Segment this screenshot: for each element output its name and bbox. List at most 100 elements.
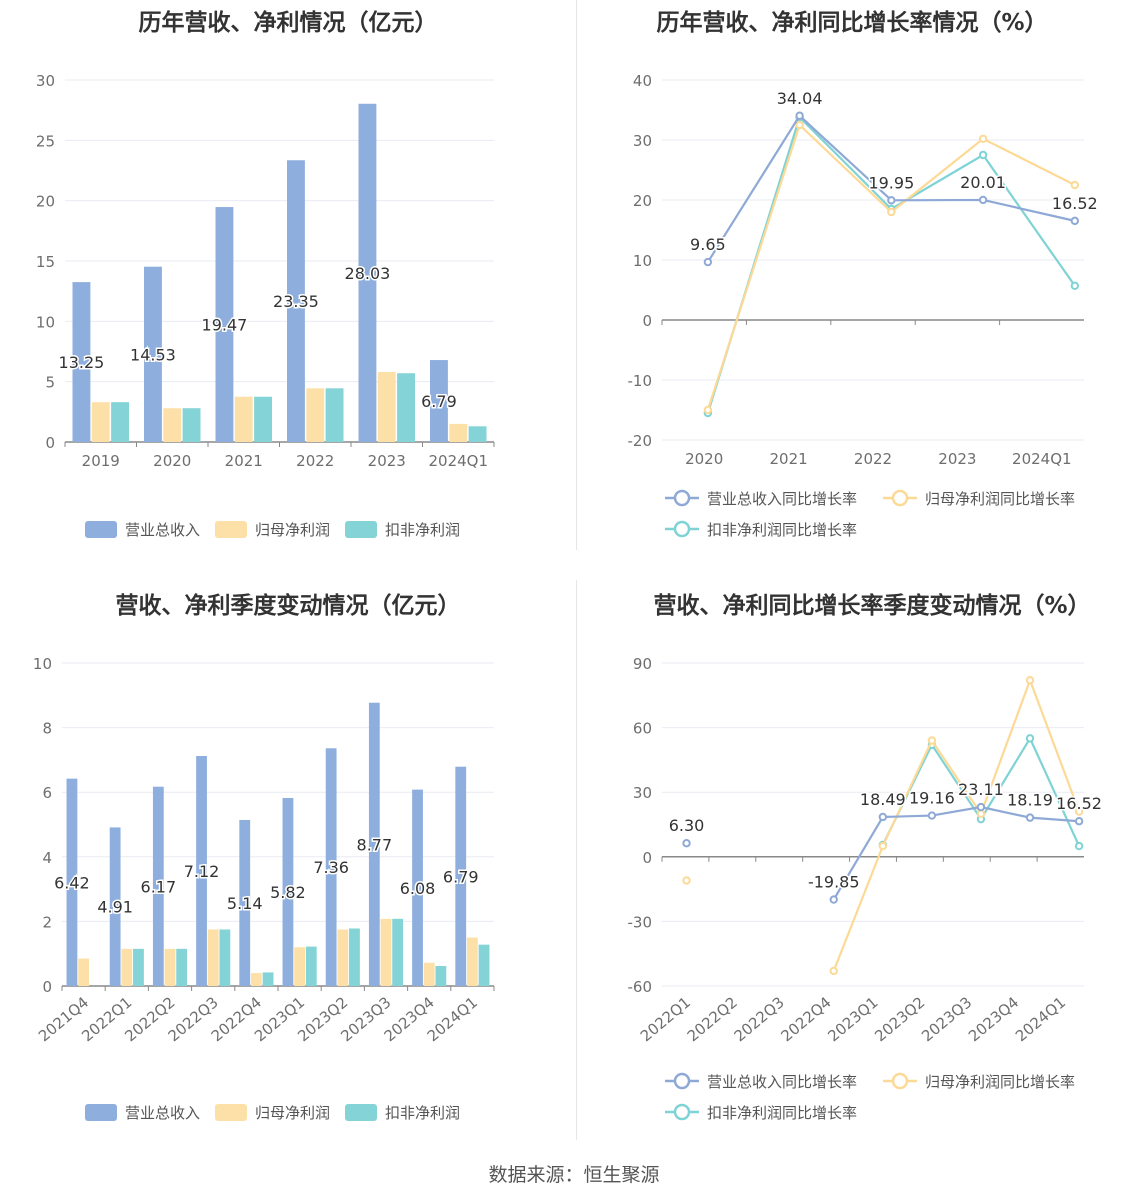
- bar: [305, 946, 317, 986]
- annual-values-chart: 0 5 10 15 20 25 30 2019 2020 2021 2022 2023 2024Q1 13…: [36, 72, 495, 539]
- chart-title: 历年营收、净利同比增长率情况（%）: [656, 10, 1048, 36]
- data-label: 6.17: [141, 877, 177, 896]
- data-label: 6.42: [54, 873, 90, 892]
- data-label: 8.77: [357, 835, 393, 854]
- legend-label: 营业总收入同比增长率: [707, 490, 857, 508]
- quarterly-values-chart: 02468102021Q42022Q12022Q22022Q32022Q4202…: [33, 655, 495, 1122]
- annual-growth-chart: -20 -10 0 10 20 30 40 2020 2021 2022 2023 2024Q1 9.6…: [628, 72, 1100, 539]
- data-label: 18.19: [1007, 791, 1053, 810]
- data-point: [1070, 216, 1080, 226]
- legend-marker: [891, 489, 909, 507]
- data-point: [829, 895, 838, 904]
- data-label: 6.79: [421, 392, 457, 411]
- legend-label: 扣非净利润同比增长率: [707, 1104, 857, 1122]
- legend-marker: [673, 1103, 691, 1121]
- bar: [91, 402, 110, 442]
- x-tick-label: 2019: [82, 452, 120, 470]
- data-point: [887, 207, 896, 217]
- legend-marker: [673, 489, 691, 507]
- bar: [412, 789, 423, 986]
- bar: [239, 819, 251, 986]
- y-tick-label: 0: [642, 312, 652, 330]
- y-tick-label: 60: [633, 720, 652, 738]
- data-point: [1025, 734, 1035, 743]
- legend-label: 营业总收入: [125, 521, 200, 539]
- data-point: [927, 736, 937, 745]
- legend-label: 扣非净利润: [385, 1104, 460, 1122]
- y-tick-label: 10: [33, 655, 52, 673]
- legend-swatch: [215, 1104, 247, 1121]
- y-tick-label: 8: [42, 720, 52, 738]
- series-line: [706, 122, 1076, 411]
- bar: [251, 973, 262, 986]
- data-point: [795, 111, 804, 120]
- data-label: 23.11: [958, 780, 1004, 799]
- data-point: [1070, 180, 1080, 190]
- x-tick-label: 2022Q3: [731, 993, 788, 1045]
- x-tick-label: 2023Q4: [965, 993, 1022, 1045]
- x-tick-label: 2024Q1: [428, 452, 488, 470]
- y-tick-label: 90: [633, 655, 652, 673]
- x-tick-label: 2021: [770, 450, 808, 468]
- x-tick-label: 2022Q1: [637, 993, 694, 1045]
- bar: [368, 702, 380, 986]
- y-tick-label: 30: [633, 784, 652, 802]
- bar: [430, 360, 448, 442]
- data-point: [878, 841, 888, 851]
- y-tick-label: -20: [628, 432, 653, 450]
- series-line: [832, 677, 1081, 972]
- legend-label: 归母净利润同比增长率: [925, 1073, 1075, 1091]
- data-point: [1074, 817, 1084, 826]
- y-tick-label: 30: [36, 72, 55, 90]
- bar: [262, 972, 274, 986]
- data-point: [1070, 281, 1080, 290]
- data-point: [682, 839, 691, 848]
- legend-label: 营业总收入同比增长率: [707, 1073, 857, 1091]
- data-label: 4.91: [97, 898, 133, 917]
- bar: [254, 396, 272, 442]
- series-line: [832, 805, 1080, 901]
- data-label: 6.30: [669, 816, 705, 835]
- x-tick-label: 2022: [296, 452, 334, 470]
- legend-swatch: [215, 521, 247, 538]
- bar: [337, 929, 349, 986]
- bar: [435, 965, 447, 986]
- x-tick-label: 2022Q2: [684, 993, 741, 1045]
- bar: [152, 786, 164, 986]
- data-label: 19.16: [909, 789, 955, 808]
- data-label: 9.65: [690, 235, 726, 254]
- x-tick-label: 2024Q1: [1012, 993, 1069, 1045]
- data-source: 数据来源：恒生聚源: [488, 1164, 660, 1186]
- annual-values-panel: 历年营收、净利情况（亿元） 0 5 10 15 20 25 30 2019 2020 2021 20…: [0, 0, 576, 560]
- data-point: [978, 195, 988, 205]
- data-label: 28.03: [345, 264, 391, 283]
- data-label: 34.04: [777, 89, 823, 108]
- bar: [349, 928, 360, 986]
- bar: [121, 948, 133, 986]
- data-point: [887, 196, 896, 205]
- data-point: [1074, 841, 1084, 851]
- x-tick-label: 2021: [225, 452, 263, 470]
- y-tick-label: 20: [36, 193, 55, 211]
- y-tick-label: 0: [642, 849, 652, 867]
- data-point: [703, 405, 713, 415]
- y-tick-label: 10: [633, 252, 652, 270]
- x-tick-label: 2023: [368, 452, 406, 470]
- chart-title: 历年营收、净利情况（亿元）: [138, 10, 438, 36]
- data-point: [682, 876, 691, 885]
- data-point: [978, 150, 988, 160]
- legend-label: 归母净利润: [255, 521, 330, 539]
- data-point: [978, 134, 988, 144]
- data-label: 5.82: [270, 883, 306, 902]
- bar: [392, 918, 404, 986]
- bar: [78, 958, 89, 986]
- quarterly-values-panel: 营收、净利季度变动情况（亿元） 0 2 4 6 8 10 2021Q4 2022Q1 2022Q…: [0, 580, 576, 1140]
- legend-label: 扣非净利润同比增长率: [707, 521, 857, 539]
- x-tick-label: 2023: [938, 450, 976, 468]
- bar: [182, 408, 201, 442]
- y-tick-label: 4: [42, 849, 52, 867]
- x-tick-label: 2023Q3: [918, 993, 975, 1045]
- bar: [455, 766, 467, 986]
- legend-swatch: [85, 521, 117, 538]
- y-tick-label: 30: [633, 132, 652, 150]
